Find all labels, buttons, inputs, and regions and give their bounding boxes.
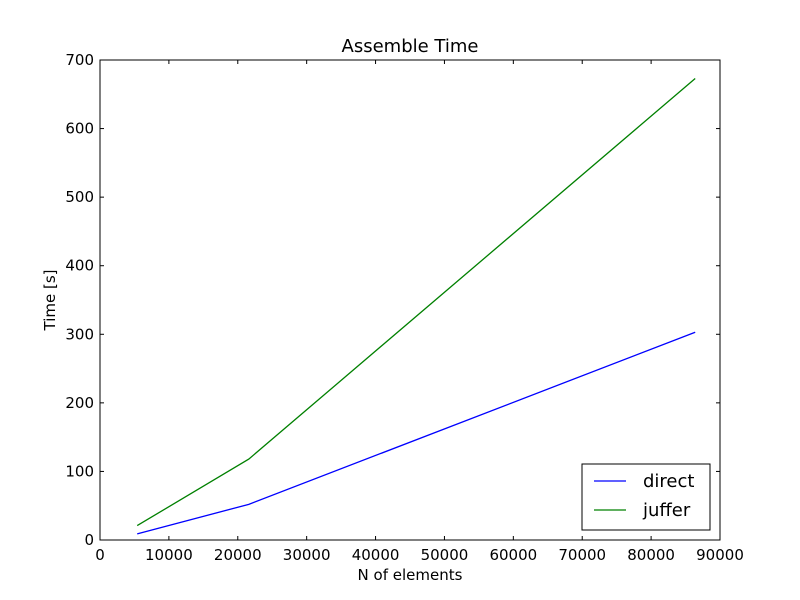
legend-label-juffer: juffer [642, 500, 691, 521]
y-tick-label: 600 [65, 120, 94, 138]
y-axis: 0 100 200 300 400 500 600 700 [65, 51, 720, 549]
x-tick-label: 0 [95, 546, 105, 564]
x-axis: 0 10000 20000 30000 40000 50000 60000 70000 8000… [95, 60, 744, 564]
legend: direct juffer [581, 463, 711, 531]
x-tick-label: 60000 [489, 546, 537, 564]
x-tick-label: 80000 [627, 546, 675, 564]
x-tick-label: 30000 [283, 546, 331, 564]
y-tick-label: 400 [65, 257, 94, 275]
chart-title: Assemble Time [342, 36, 479, 57]
x-tick-label: 50000 [421, 546, 469, 564]
x-tick-label: 90000 [696, 546, 744, 564]
y-tick-label: 100 [65, 462, 94, 480]
y-tick-label: 500 [65, 188, 94, 206]
x-tick-label: 20000 [214, 546, 262, 564]
y-tick-label: 0 [84, 531, 94, 549]
series-line-juffer [136, 78, 696, 527]
plot-frame [99, 59, 721, 541]
legend-box [581, 463, 711, 531]
x-tick-label: 10000 [145, 546, 193, 564]
y-tick-label: 700 [65, 51, 94, 69]
x-axis-label: N of elements [358, 566, 463, 584]
y-tick-label: 200 [65, 394, 94, 412]
y-axis-label: Time [s] [41, 270, 59, 332]
series-line-direct [137, 331, 696, 535]
y-tick-label: 300 [65, 325, 94, 343]
legend-label-direct: direct [643, 471, 694, 492]
series-layer [136, 78, 696, 535]
x-tick-label: 40000 [352, 546, 400, 564]
x-tick-label: 70000 [558, 546, 606, 564]
